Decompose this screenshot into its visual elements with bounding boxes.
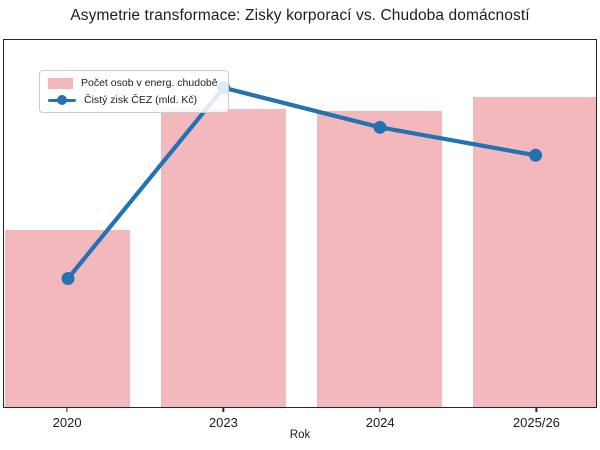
x-tick-label-2023: 2023	[208, 415, 238, 430]
bar-2020	[5, 230, 131, 407]
x-tick-label-2025/26: 2025/26	[512, 415, 560, 430]
bar-2024	[317, 111, 443, 407]
x-tick-2024	[379, 408, 381, 412]
line-swatch-marker-icon	[57, 95, 67, 105]
legend-label-line-series: Čistý zisk ČEZ (mld. Kč)	[84, 94, 198, 106]
bar-2025/26	[473, 96, 596, 407]
x-tick-label-2020: 2020	[52, 415, 82, 430]
plot-area: Počet osob v energ. chudobě Čistý zisk Č…	[3, 39, 597, 408]
bar-series-swatch	[48, 77, 73, 89]
legend: Počet osob v energ. chudobě Čistý zisk Č…	[39, 70, 229, 113]
x-axis-label: Rok	[289, 429, 311, 441]
legend-item-line-series: Čistý zisk ČEZ (mld. Kč)	[48, 94, 218, 106]
x-axis: 2020 2023 2024 2025/26	[3, 408, 597, 450]
x-tick-2020	[66, 408, 68, 412]
line-series-swatch	[48, 94, 76, 106]
legend-label-bar-series: Počet osob v energ. chudobě	[81, 77, 218, 89]
bar-2023	[161, 109, 287, 407]
x-tick-label-2024: 2024	[365, 415, 395, 430]
chart-title: Asymetrie transformace: Zisky korporací …	[70, 7, 530, 24]
x-tick-2025/26	[535, 408, 538, 412]
x-tick-2023	[222, 408, 225, 412]
legend-item-bar-series: Počet osob v energ. chudobě	[48, 77, 218, 89]
